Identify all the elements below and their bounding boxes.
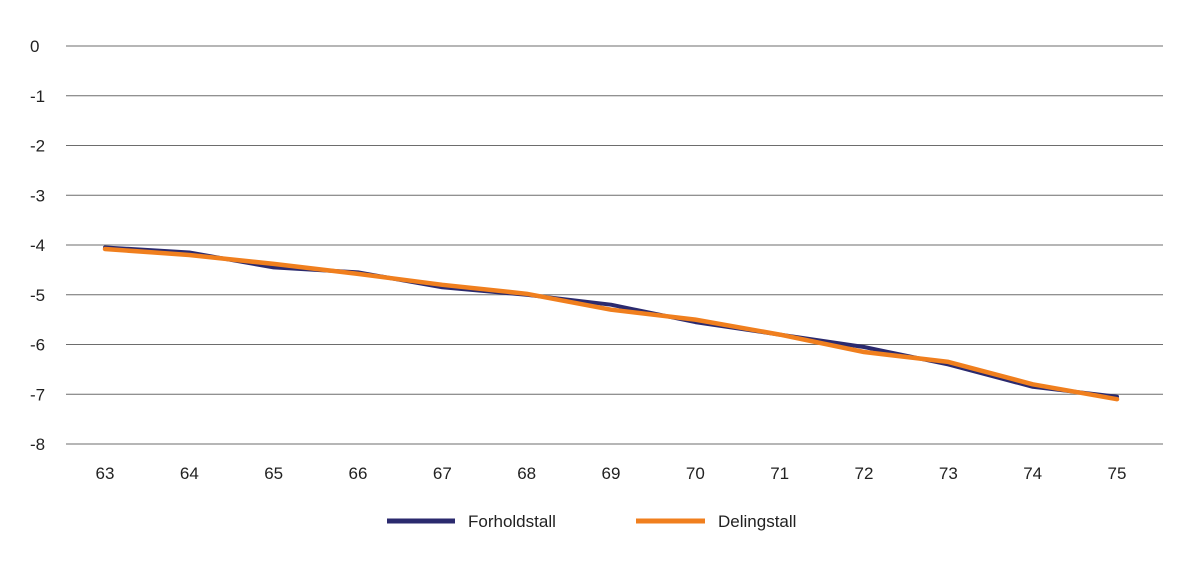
x-tick-label: 64 (180, 464, 199, 483)
x-axis-ticks: 63 64 65 66 67 68 69 70 71 72 73 74 75 (96, 464, 1127, 483)
x-tick-label: 65 (264, 464, 283, 483)
y-tick-label: 0 (30, 37, 39, 56)
y-axis-ticks: 0 -1 -2 -3 -4 -5 -6 -7 -8 (30, 37, 45, 454)
series-line-delingstall (102, 246, 1120, 402)
legend-label-delingstall: Delingstall (718, 512, 796, 531)
y-tick-label: -8 (30, 435, 45, 454)
x-tick-label: 74 (1023, 464, 1042, 483)
y-tick-label: -5 (30, 286, 45, 305)
x-tick-label: 66 (349, 464, 368, 483)
y-tick-label: -4 (30, 236, 45, 255)
series-line-forholdstall (103, 245, 1119, 399)
y-tick-label: -7 (30, 385, 45, 404)
x-tick-label: 71 (770, 464, 789, 483)
legend-label-forholdstall: Forholdstall (468, 512, 556, 531)
x-tick-label: 67 (433, 464, 452, 483)
gridlines (66, 45, 1163, 445)
x-tick-label: 75 (1108, 464, 1127, 483)
x-tick-label: 70 (686, 464, 705, 483)
legend: Forholdstall Delingstall (387, 512, 796, 531)
series-lines (102, 245, 1120, 402)
y-tick-label: -1 (30, 87, 45, 106)
x-tick-label: 73 (939, 464, 958, 483)
x-tick-label: 68 (517, 464, 536, 483)
x-tick-label: 72 (855, 464, 874, 483)
x-tick-label: 63 (96, 464, 115, 483)
y-tick-label: -2 (30, 137, 45, 156)
x-tick-label: 69 (602, 464, 621, 483)
y-tick-label: -3 (30, 186, 45, 205)
y-tick-label: -6 (30, 336, 45, 355)
